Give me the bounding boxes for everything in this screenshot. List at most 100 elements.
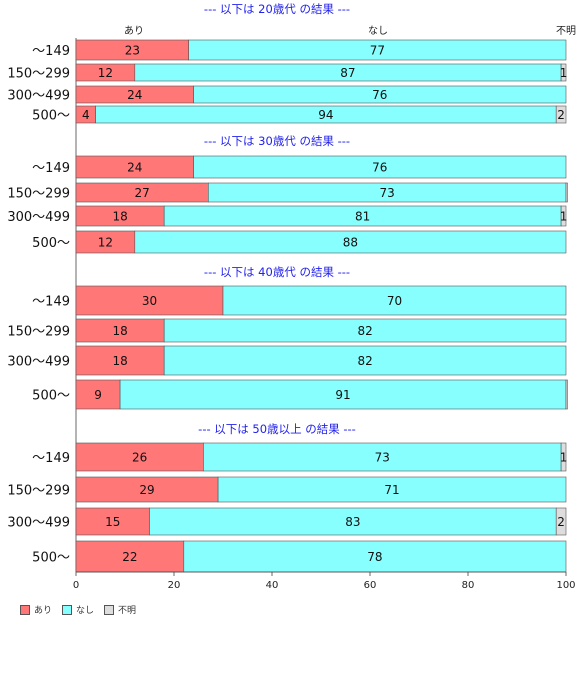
x-tick-label: 0 xyxy=(73,580,79,591)
data-label: 71 xyxy=(384,483,399,497)
legend: あり なし 不明 xyxy=(20,603,142,616)
data-label: 1 xyxy=(560,66,568,80)
bar-segment-2 xyxy=(555,105,567,124)
data-label: 78 xyxy=(367,550,382,564)
category-label: 150～299 xyxy=(7,484,70,499)
bar-segment-1 xyxy=(222,285,567,316)
x-tick-label: 20 xyxy=(168,580,181,591)
data-label: 94 xyxy=(318,108,333,122)
bar-segment-0 xyxy=(75,379,121,410)
x-tick-label: 40 xyxy=(266,580,279,591)
legend-item-ari: あり xyxy=(20,603,52,616)
legend-label-nashi: なし xyxy=(76,606,95,616)
data-label: 83 xyxy=(345,515,360,529)
bar-segment-1 xyxy=(149,507,557,536)
panel-title-1: --- 以下は 30歳代 の結果 --- xyxy=(204,134,350,148)
category-label: 500～ xyxy=(32,389,70,404)
data-label: 18 xyxy=(112,354,127,368)
x-tick-label: 100 xyxy=(556,580,575,591)
panel-title-3: --- 以下は 50歳以上 の結果 --- xyxy=(198,422,356,436)
data-label: 91 xyxy=(335,388,350,402)
bar-segment-0 xyxy=(75,442,204,472)
bar-segment-0 xyxy=(75,476,219,503)
legend-swatch-fumei xyxy=(104,604,115,615)
data-label: 73 xyxy=(380,186,395,200)
data-label: 88 xyxy=(343,236,358,250)
data-label: 77 xyxy=(370,44,385,58)
legend-item-fumei: 不明 xyxy=(104,603,136,616)
data-label: 4 xyxy=(82,108,90,122)
data-label: 76 xyxy=(372,88,387,102)
data-label: 29 xyxy=(139,483,154,497)
legend-swatch-nashi xyxy=(62,604,73,615)
legend-label-fumei: 不明 xyxy=(118,606,137,616)
category-label: 300～499 xyxy=(7,516,70,531)
bar-segment-2 xyxy=(560,63,567,82)
data-label: 26 xyxy=(132,451,147,465)
category-label: 300～499 xyxy=(7,355,70,370)
bar-segment-1 xyxy=(163,345,567,376)
panel-title-0: --- 以下は 20歳代 の結果 --- xyxy=(204,2,350,16)
data-label: 1 xyxy=(560,210,568,224)
category-label: ～149 xyxy=(32,295,70,310)
category-label: 300～499 xyxy=(7,210,70,225)
category-label: 500～ xyxy=(32,236,70,251)
bar-segment-1 xyxy=(217,476,567,503)
stacked-bar-chart: あり なし 不明 --- 以下は 20歳代 の結果 --- ～149 23 77 150～29… xyxy=(7,2,576,591)
data-label: 2 xyxy=(557,515,565,529)
category-label: 300～499 xyxy=(7,89,70,104)
data-label: 12 xyxy=(98,66,113,80)
bar-segment-2 xyxy=(565,182,568,203)
data-label: 23 xyxy=(125,44,140,58)
data-label: 9 xyxy=(94,388,102,402)
category-label: ～149 xyxy=(32,451,70,466)
category-label: 150～299 xyxy=(7,67,70,82)
legend-swatch-ari xyxy=(20,604,30,615)
column-header-1: なし xyxy=(368,25,388,37)
category-label: 500～ xyxy=(32,109,70,124)
bar-segment-2 xyxy=(560,442,567,472)
data-label: 24 xyxy=(127,88,142,102)
bar-segment-1 xyxy=(193,85,567,104)
bar-segment-2 xyxy=(555,507,567,536)
data-label: 12 xyxy=(98,236,113,250)
bar-segment-1 xyxy=(163,318,567,343)
data-label: 73 xyxy=(375,451,390,465)
bar-segment-1 xyxy=(203,442,562,472)
data-label: 27 xyxy=(135,186,150,200)
bar-segment-1 xyxy=(134,230,567,254)
data-label: 82 xyxy=(357,354,372,368)
bar-segment-0 xyxy=(75,507,150,536)
bar-segment-0 xyxy=(75,285,224,316)
panel-title-2: --- 以下は 40歳代 の結果 --- xyxy=(204,265,350,279)
bar-segment-1 xyxy=(188,39,567,61)
data-label: 76 xyxy=(372,161,387,175)
bar-segment-1 xyxy=(193,155,567,179)
category-label: 150～299 xyxy=(7,187,70,202)
data-label: 1 xyxy=(560,451,568,465)
data-label: 30 xyxy=(142,294,157,308)
column-header-2: 不明 xyxy=(556,25,576,37)
data-label: 24 xyxy=(127,161,142,175)
bar-segment-2 xyxy=(560,205,567,227)
data-label: 18 xyxy=(112,210,127,224)
category-label: ～149 xyxy=(32,44,70,59)
data-label: 15 xyxy=(105,515,120,529)
x-tick-label: 80 xyxy=(462,580,475,591)
category-label: ～149 xyxy=(32,161,70,176)
x-tick-label: 60 xyxy=(364,580,377,591)
bar-segment-2 xyxy=(565,379,568,410)
bar-segment-0 xyxy=(75,345,165,376)
data-label: 81 xyxy=(355,210,370,224)
column-header-0: あり xyxy=(124,25,144,37)
data-label: 18 xyxy=(112,324,127,338)
category-label: 500～ xyxy=(32,551,70,566)
data-label: 82 xyxy=(357,324,372,338)
data-label: 2 xyxy=(557,108,565,122)
data-label: 70 xyxy=(387,294,402,308)
bar-segment-1 xyxy=(183,540,567,573)
data-label: 87 xyxy=(340,66,355,80)
bar-segment-1 xyxy=(119,379,567,410)
legend-item-nashi: なし xyxy=(62,603,94,616)
category-label: 150～299 xyxy=(7,325,70,340)
